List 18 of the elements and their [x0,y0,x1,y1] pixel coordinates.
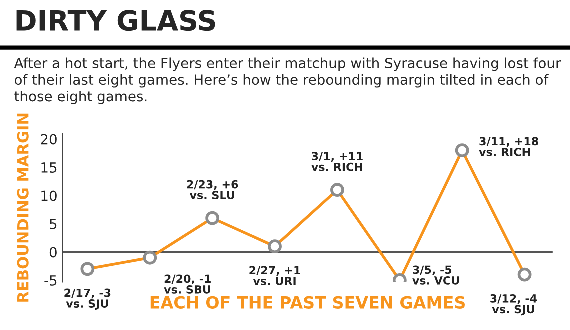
y-tick-label: 0 [50,247,57,258]
data-label: 2/17, -3 vs. SJU [64,288,111,310]
y-tick-label: 10 [42,190,57,202]
chart-title: DIRTY GLASS [16,10,216,32]
data-label: 2/27, +1 vs. URI [250,266,300,286]
data-label: 2/23, +6 vs. SLU [187,180,238,200]
y-tick-label: 15 [42,162,57,174]
data-label: 2/20, -1 vs. SBU [164,274,211,294]
y-axis-title: REBOUNDING MARGIN [17,114,29,302]
data-label: 3/11, +18 vs. RICH [479,137,538,156]
y-tick-label: 5 [50,219,57,230]
data-label: 3/12, -4 vs. SJU [490,294,538,316]
y-tick-label: 20 [41,134,57,145]
x-axis-title: EACH OF THE PAST SEVEN GAMES [150,296,466,309]
chart-subtitle: After a hot start, the Flyers enter their matchup with Syracuse having lost four of their last eight games. Here’s how the rebounding margin tilted in each of those eight games. [14,58,562,104]
data-label: 3/5, -5 vs. VCU [412,266,460,285]
y-tick-label: -5 [44,276,57,286]
data-label: 3/1, +11 vs. RICH [312,152,363,172]
